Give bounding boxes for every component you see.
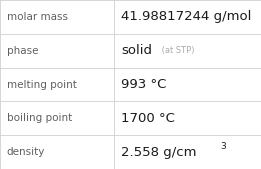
Text: 993 °C: 993 °C <box>121 78 167 91</box>
Text: melting point: melting point <box>7 79 76 90</box>
Text: 1700 °C: 1700 °C <box>121 112 175 125</box>
Text: density: density <box>7 147 45 157</box>
Text: (at STP): (at STP) <box>159 46 195 55</box>
Text: boiling point: boiling point <box>7 113 72 123</box>
Text: 41.98817244 g/mol: 41.98817244 g/mol <box>121 10 252 23</box>
Text: 2.558 g/cm: 2.558 g/cm <box>121 146 197 159</box>
Text: molar mass: molar mass <box>7 12 68 22</box>
Text: solid: solid <box>121 44 152 57</box>
Text: phase: phase <box>7 46 38 56</box>
Text: 3: 3 <box>220 141 226 151</box>
